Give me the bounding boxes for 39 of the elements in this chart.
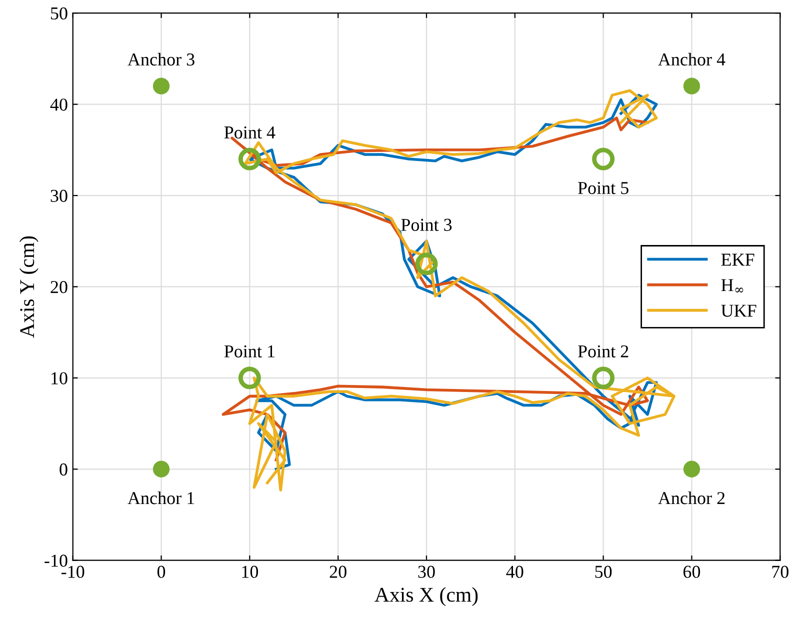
legend-label: UKF bbox=[721, 304, 756, 317]
x-tick-label: 50 bbox=[595, 566, 612, 578]
x-tick-label: 60 bbox=[683, 566, 700, 578]
annotation: Point 1 bbox=[224, 345, 274, 358]
x-tick-label: 30 bbox=[418, 566, 435, 578]
x-tick-label: 40 bbox=[506, 566, 524, 578]
x-tick-label: 20 bbox=[330, 566, 346, 578]
x-axis-title: Axis X (cm) bbox=[374, 587, 478, 606]
y-axis-title: Axis Y (cm) bbox=[19, 236, 38, 338]
annotation: Anchor 3 bbox=[128, 52, 194, 66]
annotation: Anchor 4 bbox=[658, 52, 726, 66]
y-tick-label: 30 bbox=[50, 190, 68, 202]
y-tick-label: -10 bbox=[44, 554, 68, 567]
y-tick-label: 40 bbox=[50, 98, 68, 111]
x-tick-label: 10 bbox=[242, 566, 258, 578]
point bbox=[238, 148, 261, 170]
annotation: Point 5 bbox=[578, 182, 628, 194]
x-tick-label: 0 bbox=[157, 566, 166, 578]
y-tick-label: 50 bbox=[50, 7, 68, 20]
annotation: Point 4 bbox=[224, 126, 276, 139]
y-tick-label: 20 bbox=[50, 280, 68, 294]
point bbox=[592, 148, 615, 170]
x-tick-label: 70 bbox=[772, 566, 788, 578]
y-tick-label: 10 bbox=[52, 372, 68, 384]
point bbox=[152, 460, 170, 478]
legend-label: EKF bbox=[721, 254, 754, 266]
annotation: Point 2 bbox=[578, 345, 628, 358]
annotation: Anchor 1 bbox=[128, 492, 194, 504]
point bbox=[592, 366, 615, 390]
legend-label: H$_{∞}$ bbox=[721, 279, 744, 292]
x-tick-label: -10 bbox=[62, 566, 84, 578]
annotation: Anchor 2 bbox=[658, 492, 725, 504]
annotation: Point 3 bbox=[401, 218, 452, 231]
point bbox=[238, 366, 261, 390]
point bbox=[415, 252, 438, 276]
point bbox=[152, 78, 170, 94]
point bbox=[683, 460, 700, 478]
point bbox=[683, 78, 700, 94]
y-tick-label: 0 bbox=[60, 463, 68, 476]
